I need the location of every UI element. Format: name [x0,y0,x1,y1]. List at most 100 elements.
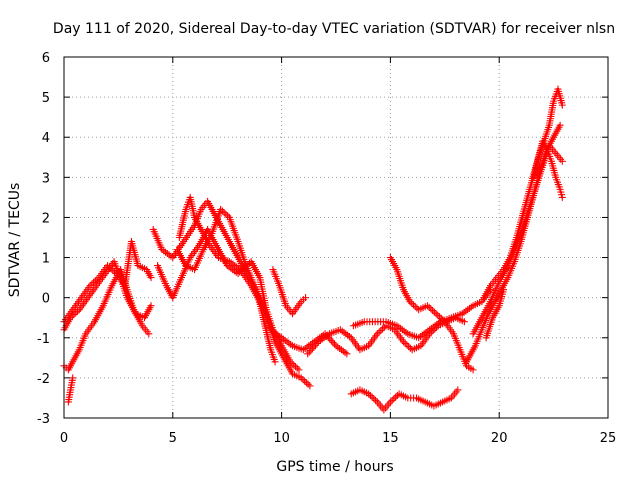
y-tick-label-9: 6 [42,51,50,66]
data-point-interp [405,343,413,351]
data-point-interp [105,263,113,271]
data-point-interp [409,301,417,309]
data-point-interp [88,280,96,288]
data-point-interp [329,338,337,346]
y-tick-label-5: 2 [42,211,50,226]
data-point-interp [393,392,401,400]
data-point [104,262,112,270]
data-point [558,157,566,165]
y-tick-label-7: 4 [42,131,50,146]
data-point-interp [388,396,396,404]
data-point [69,374,77,382]
data-point [500,286,508,294]
series-arc-8 [173,205,279,366]
data-point [86,282,94,290]
y-tick-label-4: 1 [42,252,50,267]
data-point [271,358,279,366]
data-point-interp [366,392,374,400]
x-tick-label-2: 10 [273,431,290,446]
data-point-interp [72,309,80,317]
data-point-interp [330,340,338,348]
data-point-interp [439,316,447,324]
data-point [147,302,155,310]
data-point-interp [427,305,435,313]
data-point [147,274,155,282]
data-point-interp [429,307,437,315]
data-point-interp [434,311,442,319]
data-point-interp [436,313,444,321]
data-point [556,121,564,129]
data-point-interp [224,212,232,220]
data-point-interp [292,363,300,371]
data-point-interp [301,377,309,385]
x-tick-label-1: 5 [169,431,177,446]
data-points [60,85,566,414]
data-point [365,390,373,398]
data-point-interp [411,302,419,310]
chart-title: Day 111 of 2020, Sidereal Day-to-day VTE… [53,21,615,37]
data-point [406,298,414,306]
data-point-interp [413,304,421,312]
data-point-interp [299,375,307,383]
series-arc-10 [304,314,468,358]
data-point-interp [302,379,310,387]
data-point [304,350,312,358]
data-point-interp [372,396,380,404]
y-tick-label-3: 0 [42,292,50,307]
data-point-interp [218,207,226,215]
y-tick-label-0: -3 [37,412,50,427]
data-point-interp [380,323,388,331]
series-arc-9 [269,266,310,318]
data-point-interp [437,315,445,323]
grid-lines [64,57,608,418]
series-arc-13 [347,386,462,414]
data-point [306,382,314,390]
x-tick-label-0: 0 [60,431,68,446]
data-point [343,350,351,358]
data-point-interp [406,344,414,352]
data-point [432,310,440,318]
x-axis-label: GPS time / hours [276,459,393,475]
axis-ticks: 0 5 10 15 20 25 -3 -2 -1 0 1 2 3 4 5 6 [37,51,616,446]
data-point-interp [368,393,376,401]
x-tick-label-4: 20 [491,431,508,446]
data-point-interp [327,337,335,345]
data-point [558,101,566,109]
data-point [295,366,303,374]
data-point [373,330,381,338]
series-arc-3 [64,374,77,406]
data-point-interp [390,395,398,403]
series-arc-12 [386,254,477,374]
data-point [454,386,462,394]
data-point-interp [90,278,98,286]
data-point [145,330,153,338]
data-point [399,338,407,346]
data-point-interp [110,268,118,276]
x-tick-label-3: 15 [382,431,399,446]
data-point [469,366,477,374]
data-point-interp [109,266,117,274]
data-point-interp [375,328,383,336]
data-point-interp [293,364,301,372]
data-point-interp [392,393,400,401]
data-point-interp [305,348,313,356]
data-point-interp [403,341,411,349]
data-point [386,398,394,406]
data-point-interp [425,303,433,311]
data-point-interp [311,341,319,349]
series-arc-18 [530,137,566,201]
data-point-interp [93,275,101,283]
data-point [460,318,468,326]
series-arc-4 [60,238,155,326]
data-point [217,205,225,213]
data-point-interp [401,339,409,347]
series-arc-17 [482,286,508,342]
data-point-interp [107,265,115,273]
data-point-interp [73,307,81,315]
y-tick-label-2: -1 [37,332,50,347]
data-point-interp [370,395,378,403]
data-point-interp [308,345,316,353]
data-point-interp [379,325,387,333]
x-tick-label-5: 25 [600,431,617,446]
